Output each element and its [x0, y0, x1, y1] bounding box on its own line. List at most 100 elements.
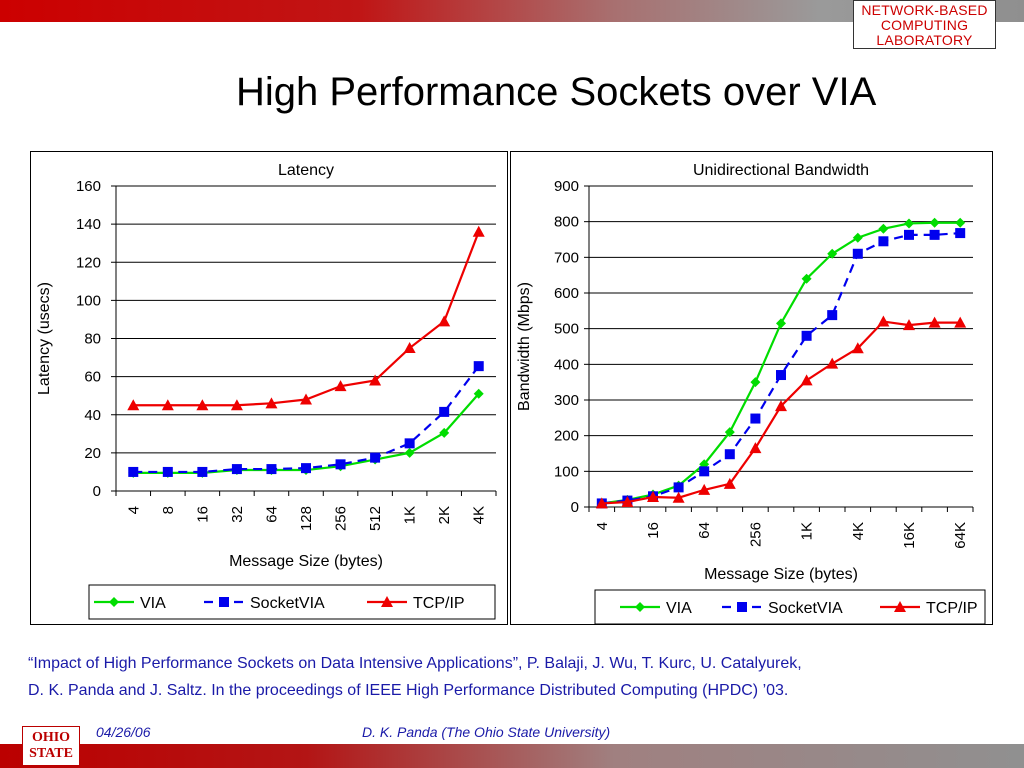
data-point [750, 377, 761, 388]
data-point [852, 248, 863, 259]
x-tick-label: 512 [367, 506, 384, 531]
data-point [161, 399, 174, 411]
y-tick-label: 80 [84, 331, 101, 348]
data-point [335, 459, 346, 470]
data-point [878, 236, 889, 247]
footer-author: D. K. Panda (The Ohio State University) [362, 724, 611, 740]
y-tick-label: 700 [554, 249, 579, 266]
x-tick-label: 64 [263, 506, 280, 523]
x-tick-label: 4 [594, 522, 611, 530]
data-point [231, 464, 242, 475]
y-tick-label: 100 [76, 292, 101, 309]
slide-title: High Performance Sockets over VIA [236, 70, 877, 114]
y-tick-label: 160 [76, 178, 101, 195]
citation-line-1: “Impact of High Performance Sockets on D… [28, 655, 802, 672]
data-point [723, 477, 736, 489]
legend-swatch-marker [109, 597, 119, 607]
legend-swatch-marker [635, 602, 645, 612]
data-point [673, 482, 684, 493]
data-point [724, 449, 735, 460]
data-point [265, 397, 278, 409]
y-tick-label: 800 [554, 214, 579, 231]
x-tick-label: 16K [901, 522, 918, 549]
latency-chart: Latency 0 20 40 60 80 100 120 140 160 4 8 16 32 64 128 2… [36, 162, 497, 620]
data-point [230, 399, 243, 411]
y-tick-label: 900 [554, 178, 579, 195]
x-tick-label: 1K [402, 506, 419, 524]
data-point [672, 491, 685, 503]
data-point [472, 225, 485, 237]
x-tick-label: 32 [229, 506, 246, 523]
data-point [801, 273, 812, 284]
data-point [127, 399, 140, 411]
y-tick-label: 500 [554, 321, 579, 338]
legend-box [88, 584, 496, 620]
data-point [595, 497, 608, 509]
x-tick-label: 4 [125, 506, 142, 514]
data-point [162, 466, 173, 477]
data-point [369, 374, 382, 386]
x-tick-label: 16 [194, 506, 211, 523]
legend-swatch-marker [737, 602, 747, 612]
x-tick-label: 256 [747, 522, 764, 547]
data-point [300, 393, 312, 405]
y-tick-label: 60 [84, 369, 101, 386]
legend-swatch-marker [381, 596, 393, 607]
x-tick-label: 1K [799, 522, 816, 540]
data-point [698, 483, 711, 495]
legend-label: VIA [140, 595, 166, 612]
citation: “Impact of High Performance Sockets on D… [28, 650, 998, 704]
y-tick-label: 140 [76, 216, 101, 233]
legend-label: SocketVIA [768, 600, 843, 617]
data-point [776, 318, 786, 329]
data-point [301, 463, 311, 474]
series-socketvia [596, 228, 966, 509]
x-tick-label: 64 [696, 522, 713, 539]
data-point [801, 330, 812, 341]
top-banner-bar [0, 0, 1024, 22]
data-point [776, 370, 786, 381]
data-point [826, 357, 839, 369]
y-tick-label: 20 [84, 445, 101, 462]
series-tcp-ip [127, 225, 485, 411]
logo-line-3: LABORATORY [876, 32, 973, 48]
legend-label: SocketVIA [250, 595, 325, 612]
series-line [601, 231, 961, 505]
osu-logo-line-2: STATE [29, 746, 73, 761]
data-point [266, 464, 277, 475]
data-point [128, 466, 139, 477]
data-point [196, 399, 209, 411]
data-point [724, 427, 735, 438]
y-tick-label: 40 [84, 407, 101, 424]
x-tick-label: 4K [850, 522, 867, 540]
data-point [955, 217, 966, 228]
x-tick-label: 128 [298, 506, 315, 531]
nbcl-logo: NETWORK-BASED COMPUTING LABORATORY [853, 0, 996, 49]
chart-title: Latency [278, 162, 334, 179]
data-point [775, 400, 787, 412]
ohio-state-logo: OHIO STATE [22, 726, 80, 766]
data-point [404, 438, 415, 449]
data-point [750, 413, 761, 424]
data-point [438, 315, 451, 327]
data-point [800, 374, 813, 386]
data-point [955, 228, 966, 239]
data-point [370, 452, 381, 463]
data-point [904, 218, 914, 229]
data-point [877, 315, 890, 327]
x-axis-label: Message Size (bytes) [229, 553, 383, 570]
legend-swatch-marker [219, 597, 229, 607]
x-tick-label: 64K [952, 522, 969, 549]
data-point [851, 342, 864, 354]
x-tick-label: 2K [436, 506, 453, 524]
series-line [601, 221, 961, 505]
data-point [334, 380, 347, 392]
series-line [133, 231, 480, 407]
osu-logo-line-1: OHIO [31, 730, 71, 745]
chart-title: Unidirectional Bandwidth [693, 162, 869, 179]
data-point [852, 232, 863, 243]
data-point [699, 466, 710, 477]
y-tick-label: 200 [554, 428, 579, 445]
data-point [439, 427, 450, 438]
data-point [903, 319, 915, 331]
